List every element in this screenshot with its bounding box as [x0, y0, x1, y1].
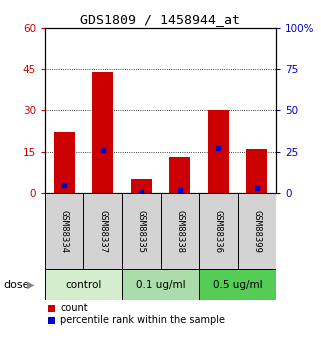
Bar: [131, 179, 152, 193]
Bar: [45, 269, 122, 300]
Text: dose: dose: [3, 280, 30, 289]
Bar: [246, 149, 267, 193]
Text: ▶: ▶: [27, 280, 35, 289]
Text: GSM88337: GSM88337: [98, 210, 107, 253]
Bar: [122, 269, 199, 300]
Title: GDS1809 / 1458944_at: GDS1809 / 1458944_at: [81, 13, 240, 27]
Bar: [45, 193, 83, 269]
Text: GSM88335: GSM88335: [137, 210, 146, 253]
Bar: [208, 110, 229, 193]
Bar: [54, 132, 75, 193]
Text: percentile rank within the sample: percentile rank within the sample: [60, 315, 225, 325]
Text: control: control: [65, 280, 102, 289]
Text: GSM88399: GSM88399: [252, 210, 261, 253]
Text: GSM88336: GSM88336: [214, 210, 223, 253]
Text: GSM88334: GSM88334: [60, 210, 69, 253]
Bar: [199, 269, 276, 300]
Bar: [199, 193, 238, 269]
Bar: [169, 157, 190, 193]
Bar: [92, 72, 113, 193]
Bar: [122, 193, 160, 269]
Bar: [83, 193, 122, 269]
Bar: [160, 193, 199, 269]
Text: count: count: [60, 304, 88, 313]
Text: 0.1 ug/ml: 0.1 ug/ml: [136, 280, 185, 289]
Bar: [238, 193, 276, 269]
Text: GSM88338: GSM88338: [175, 210, 184, 253]
Text: 0.5 ug/ml: 0.5 ug/ml: [213, 280, 262, 289]
